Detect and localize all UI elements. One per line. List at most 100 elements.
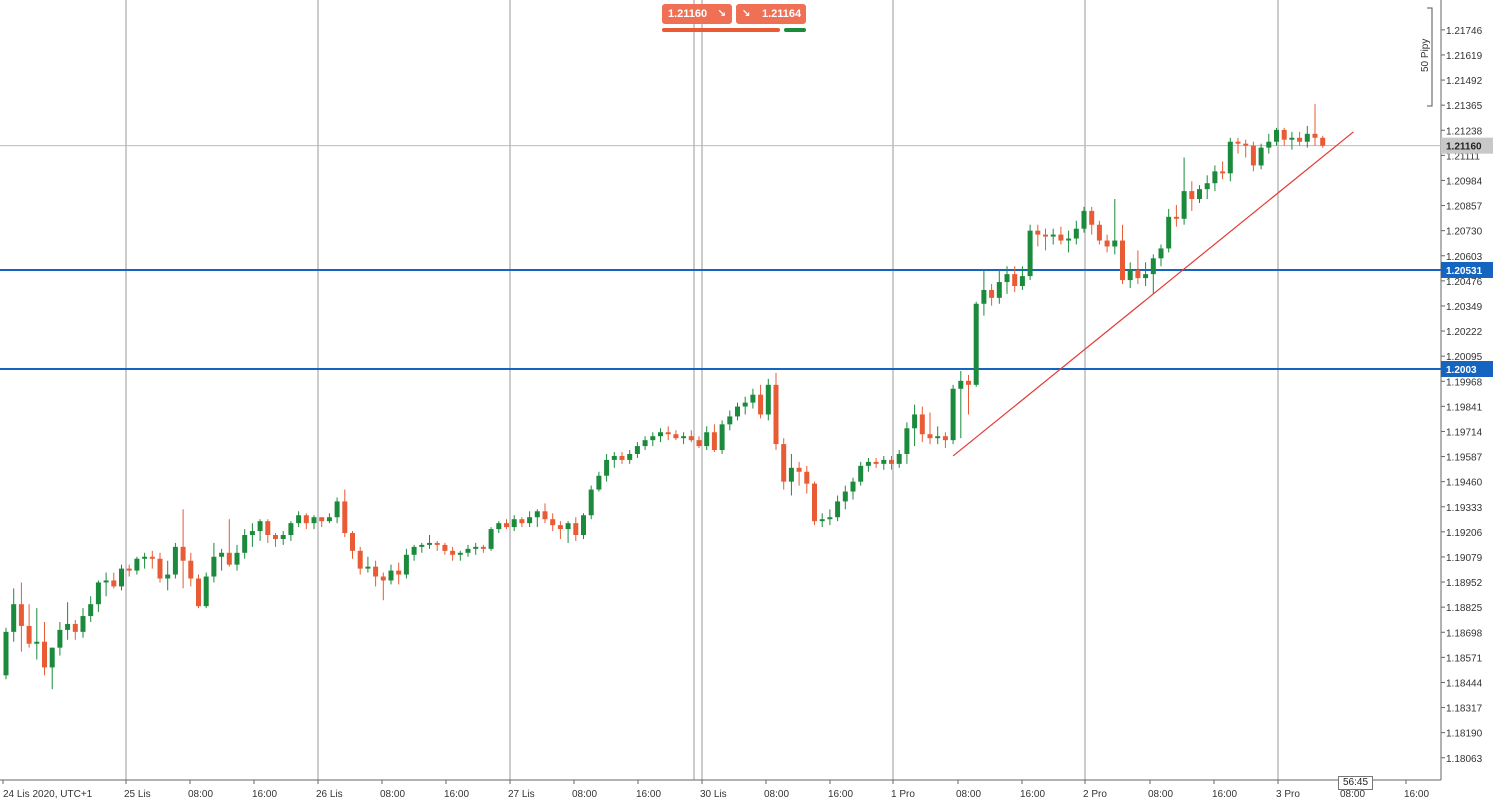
price-tick-label: 1.19968 (1446, 377, 1483, 388)
candle (935, 426, 941, 445)
time-tick-label: 16:00 (1212, 789, 1237, 800)
candle (534, 509, 540, 528)
candle-body (180, 546, 186, 561)
candle-body (1274, 129, 1279, 142)
candle (1019, 266, 1025, 290)
candle (257, 519, 263, 541)
candle-body (588, 489, 594, 516)
candle (604, 453, 610, 482)
candle (1304, 125, 1310, 148)
candle-body (1173, 216, 1179, 219)
candle-body (642, 440, 648, 447)
candle (265, 519, 271, 543)
candle (765, 378, 771, 421)
candle-body (1073, 228, 1079, 239)
candle-body (249, 531, 255, 536)
candle (557, 521, 563, 539)
candle-body (419, 544, 425, 547)
candle-body (273, 535, 278, 539)
candle-body (57, 629, 63, 648)
candle-body (619, 455, 625, 460)
candle (750, 388, 756, 409)
candle (57, 621, 63, 656)
candle-body (796, 467, 802, 472)
candle (588, 485, 594, 520)
candle (480, 544, 486, 553)
candle (411, 544, 417, 561)
candle-body (226, 552, 232, 565)
candle (157, 552, 163, 583)
candle-body (1058, 234, 1064, 241)
price-tick-label: 1.18444 (1446, 678, 1483, 689)
candle (473, 542, 479, 555)
trendline (952, 131, 1354, 457)
candle (596, 471, 602, 492)
candle-body (72, 623, 78, 632)
time-tick-label: 08:00 (764, 789, 789, 800)
candle (403, 548, 409, 579)
candle-body (935, 436, 941, 439)
sell-price-button[interactable]: 1.21160 ↘ (662, 4, 732, 24)
candle-body (1019, 276, 1025, 286)
candle (357, 546, 363, 575)
candle (172, 542, 178, 579)
candle-body (3, 631, 9, 676)
candle-body (457, 552, 463, 555)
candle-body (365, 566, 371, 569)
candle (1227, 137, 1233, 182)
candle (1235, 137, 1241, 154)
candle-body (873, 461, 879, 464)
candle-body (819, 519, 825, 522)
candle (249, 523, 255, 547)
candle (1166, 208, 1172, 253)
candle (1212, 165, 1218, 192)
candle (904, 422, 910, 464)
candle-body (311, 517, 317, 524)
candle-body (1035, 230, 1041, 235)
candle (11, 588, 17, 642)
candle (696, 436, 702, 449)
candle (511, 515, 517, 532)
candles (3, 104, 1326, 690)
candle-body (1189, 191, 1195, 200)
candle-body (858, 465, 864, 482)
candle (673, 430, 679, 441)
candle-body (388, 570, 394, 581)
candle (373, 560, 379, 587)
candle (1150, 254, 1156, 294)
candle-body (165, 574, 171, 579)
candle-body (1012, 274, 1018, 286)
candle-body (611, 455, 617, 460)
buy-price-button[interactable]: ↘ 1.21164 (736, 4, 806, 24)
level-price-badge-bg (1441, 361, 1493, 377)
candle-body (627, 453, 633, 460)
time-tick-label: 08:00 (1148, 789, 1173, 800)
price-tick-label: 1.21746 (1446, 26, 1483, 37)
candle (1035, 224, 1041, 247)
candle (835, 495, 841, 522)
candle-body (773, 384, 779, 445)
candle-body (450, 550, 456, 555)
candle-body (519, 519, 525, 524)
candle (1173, 204, 1179, 227)
candle (1181, 157, 1187, 225)
candle-body (465, 548, 471, 553)
candle-body (111, 580, 117, 587)
time-tick-label: 30 Lis (700, 789, 727, 800)
sell-sentiment-bar (662, 28, 780, 32)
candle (711, 424, 717, 453)
candle-body (434, 542, 440, 545)
candle (65, 602, 71, 640)
candle-body (742, 402, 748, 407)
time-tick-label: 08:00 (188, 789, 213, 800)
candle-body (719, 424, 725, 451)
candle (119, 564, 124, 591)
candle (581, 513, 586, 539)
candle-body (373, 566, 379, 577)
candle-body (573, 523, 579, 536)
candle-body (196, 578, 201, 607)
candle (3, 627, 9, 680)
candle-body (1050, 234, 1056, 237)
candle (72, 620, 78, 640)
